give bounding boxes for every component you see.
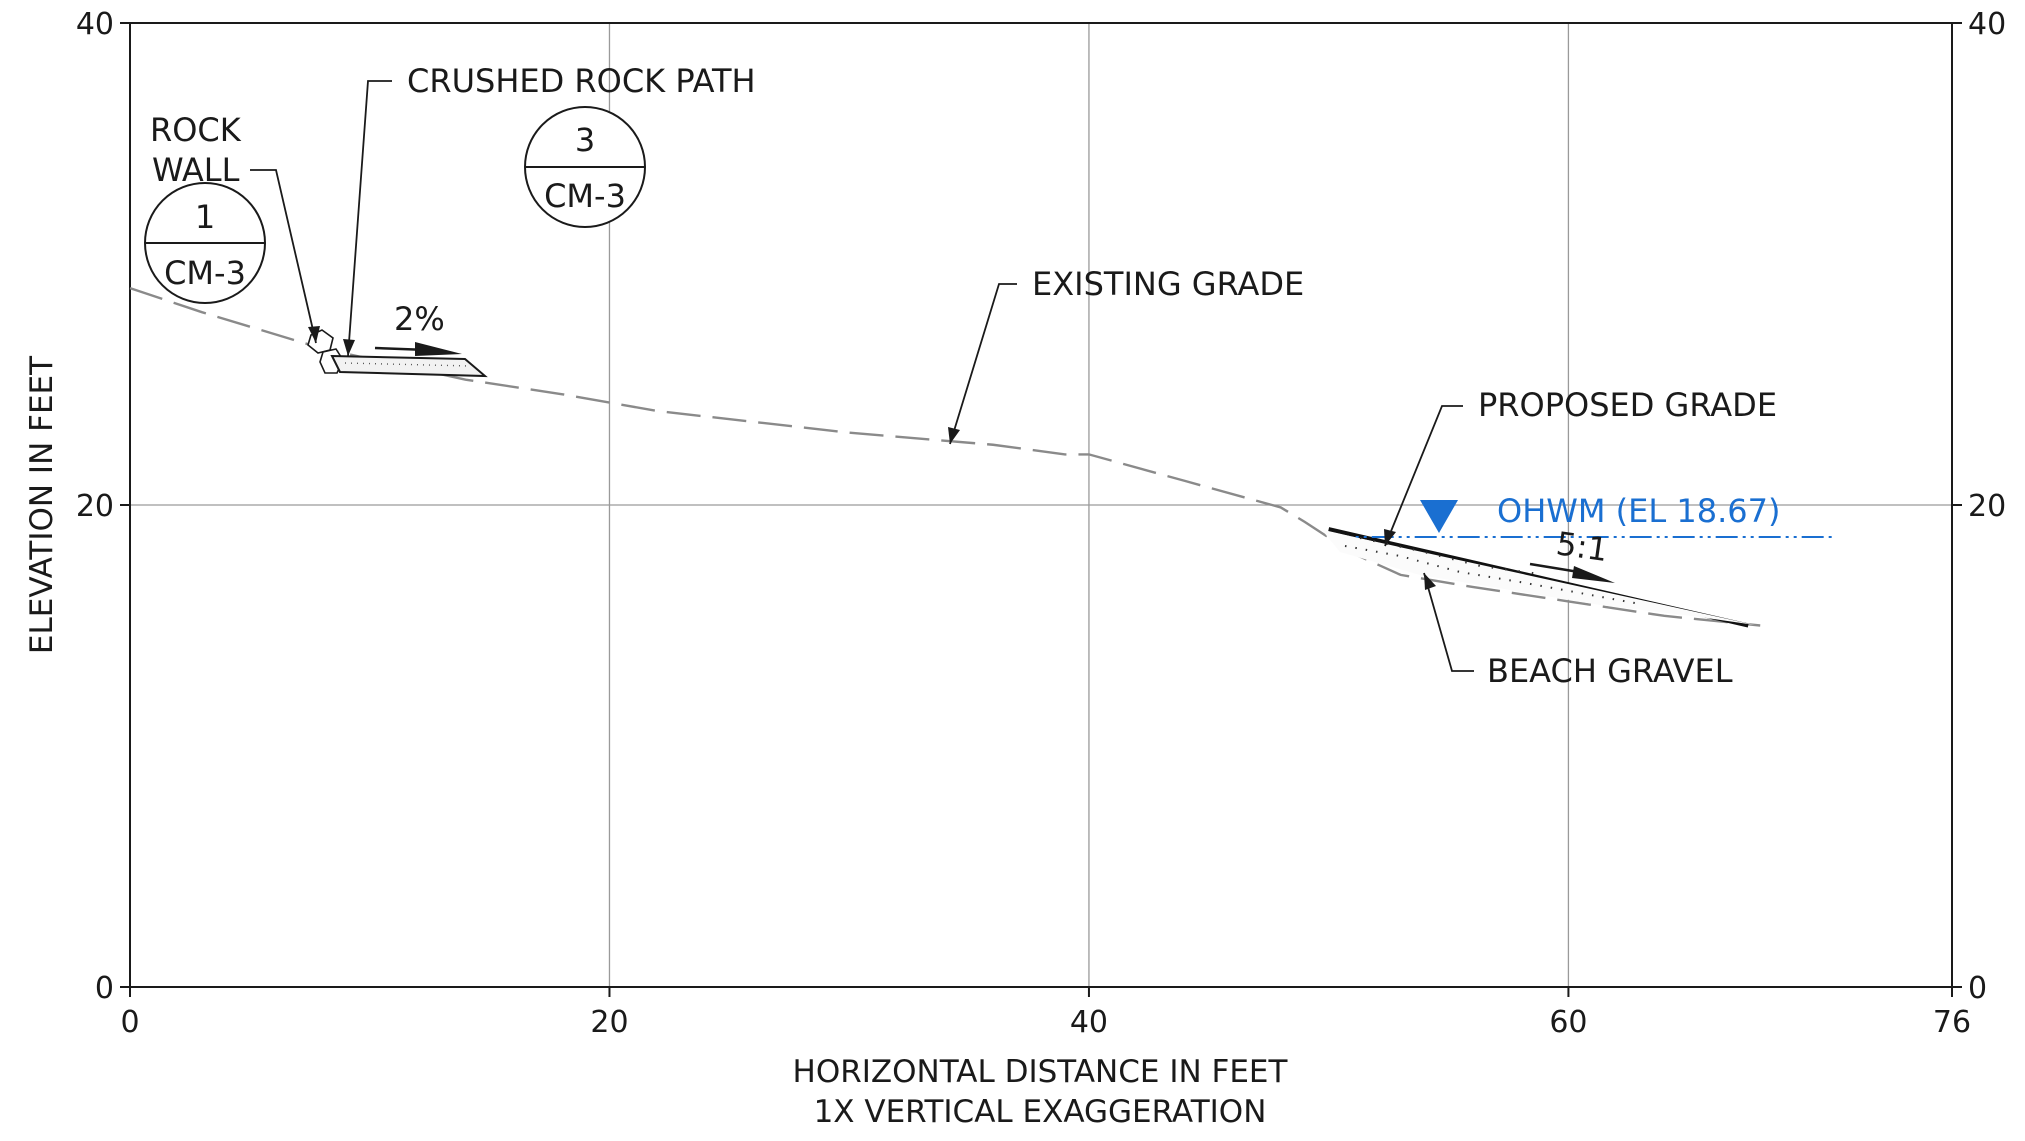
beach-gravel-dots [1344, 545, 1641, 605]
section-bubble-1-sheet: CM-3 [164, 254, 246, 292]
beach-gravel-label: BEACH GRAVEL [1487, 652, 1733, 690]
x-tick-label: 60 [1549, 1005, 1587, 1040]
rock-wall-label-line1: ROCK [150, 111, 242, 149]
crushed-rock-path-leader-arrow [343, 339, 355, 356]
section-bubble-1-number: 1 [195, 198, 215, 236]
y-tick-label-right: 20 [1968, 489, 2006, 524]
existing-grade-leader [949, 283, 1017, 445]
path-slope-arrow-head [415, 342, 462, 356]
proposed-grade-leader-arrow [1384, 529, 1396, 546]
existing-grade-label: EXISTING GRADE [1032, 265, 1304, 303]
y-tick-label-left: 40 [76, 7, 114, 42]
beach-gravel-leader [1423, 572, 1474, 672]
existing-grade-leader-arrow [948, 427, 960, 444]
path-slope-label: 2% [394, 300, 445, 338]
beach-slope-label: 5:1 [1554, 524, 1610, 569]
y-tick-label-right: 0 [1968, 971, 1987, 1006]
ohwm-triangle-icon [1420, 500, 1458, 533]
section-bubble-1: 1 CM-3 [144, 182, 266, 304]
y-axis-title: ELEVATION IN FEET [24, 355, 60, 654]
beach-gravel-fill [1322, 530, 1755, 625]
x-axis-subtitle: 1X VERTICAL EXAGGERATION [814, 1094, 1267, 1130]
crushed-rock-path-leader [347, 80, 392, 357]
x-tick-label: 20 [590, 1005, 628, 1040]
x-tick-label: 40 [1070, 1005, 1108, 1040]
rock-wall-leader-arrow [308, 326, 320, 343]
existing-grade-line [129, 286, 1761, 627]
grid-layer [130, 23, 1952, 987]
proposed-grade-leader [1384, 405, 1463, 547]
ticks-layer: 0 20 40 60 76 40 20 0 40 20 0 [76, 7, 2006, 1040]
y-tick-label-left: 0 [95, 971, 114, 1006]
x-tick-label: 0 [120, 1005, 139, 1040]
rock-wall-leader [250, 169, 317, 344]
crushed-rock-path-label: CRUSHED ROCK PATH [407, 62, 756, 100]
section-bubble-3-sheet: CM-3 [544, 177, 626, 215]
beach-slope-arrow-head [1572, 566, 1615, 583]
crushed-rock-path-shape [330, 354, 488, 378]
x-tick-label: 76 [1933, 1005, 1971, 1040]
rock-wall-label-line2: WALL [152, 151, 240, 189]
y-tick-label-left: 20 [76, 489, 114, 524]
section-bubble-3-number: 3 [575, 121, 595, 159]
section-bubble-3: 3 CM-3 [524, 106, 646, 228]
x-axis-title: HORIZONTAL DISTANCE IN FEET [793, 1054, 1289, 1090]
proposed-grade-label: PROPOSED GRADE [1478, 386, 1777, 424]
ohwm-label: OHWM (EL 18.67) [1497, 492, 1780, 530]
beach-gravel-leader-arrow [1424, 573, 1436, 590]
y-tick-label-right: 40 [1968, 7, 2006, 42]
